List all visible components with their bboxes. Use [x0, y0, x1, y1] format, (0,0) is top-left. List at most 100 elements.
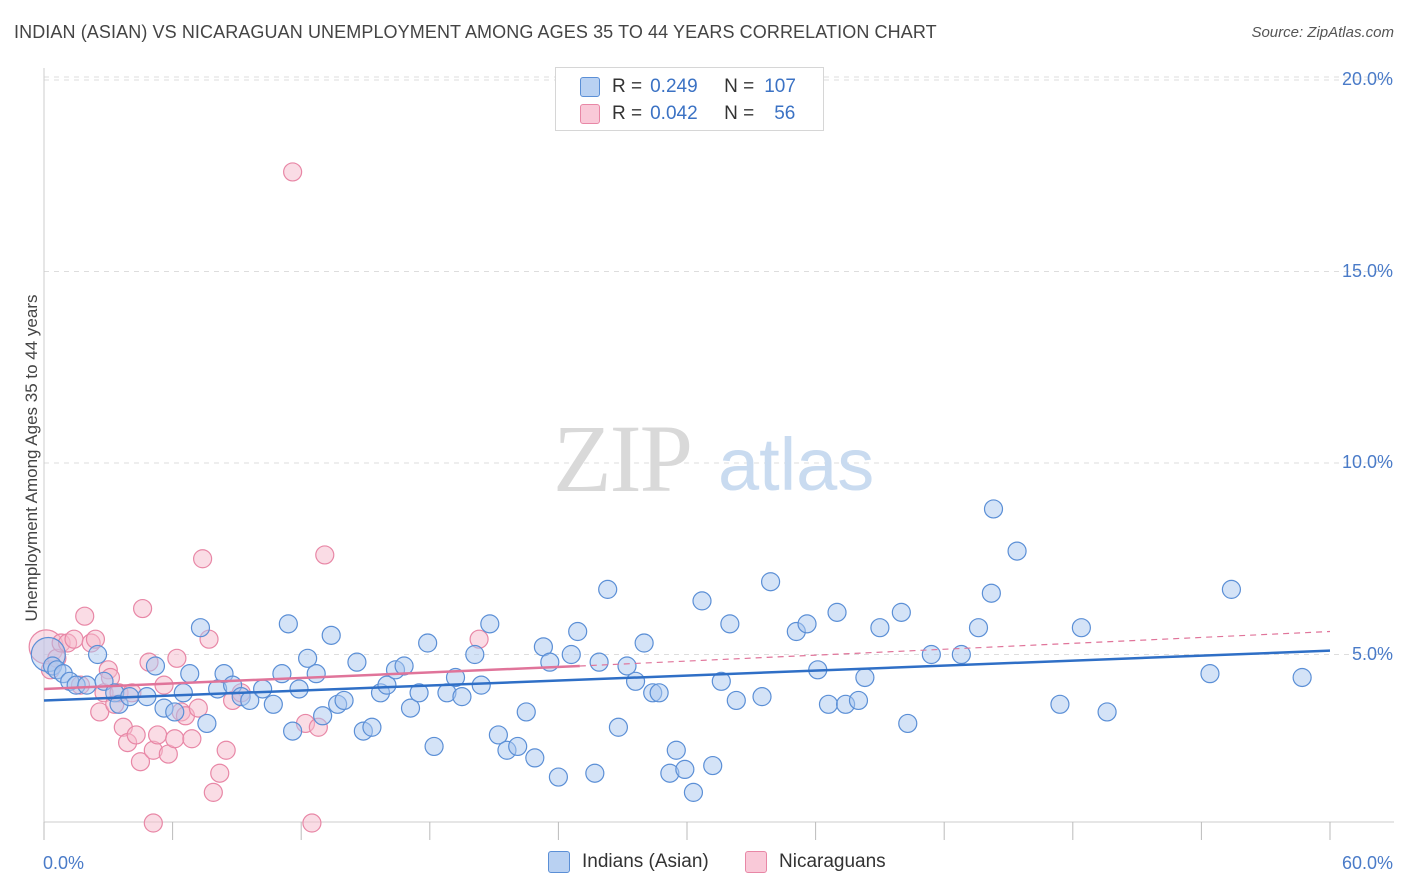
data-point: [848, 690, 869, 711]
data-point: [126, 725, 146, 745]
data-point: [634, 633, 654, 653]
data-point: [216, 740, 236, 760]
y-axis-label: Unemployment Among Ages 35 to 44 years: [22, 294, 41, 622]
data-point: [561, 644, 581, 665]
series-indians-asian: [30, 499, 1312, 802]
r-value: 0.249: [650, 76, 698, 97]
data-point: [525, 748, 545, 768]
data-point: [692, 591, 712, 611]
data-point: [951, 644, 971, 665]
watermark: ZIP atlas: [553, 405, 874, 512]
data-point: [302, 813, 322, 833]
data-point: [1221, 579, 1242, 599]
data-point: [409, 683, 429, 703]
data-point: [760, 572, 781, 592]
n-value: 56: [774, 103, 796, 124]
data-point: [968, 618, 989, 638]
data-point: [283, 162, 303, 182]
n-value: 107: [764, 76, 796, 97]
data-point: [921, 644, 941, 665]
data-point: [165, 729, 185, 749]
data-point: [752, 687, 772, 707]
r-label: R =: [612, 76, 643, 97]
watermark-atlas: atlas: [718, 423, 874, 506]
data-point: [488, 725, 508, 745]
data-point: [683, 782, 704, 802]
data-point: [649, 683, 669, 703]
data-point: [898, 713, 918, 734]
data-point: [891, 602, 911, 622]
legend-label-indians: Indians (Asian): [582, 851, 709, 872]
data-point: [471, 675, 491, 695]
axes: [43, 68, 1394, 823]
data-point: [720, 614, 740, 634]
data-point: [617, 656, 637, 676]
data-point: [77, 675, 97, 695]
data-point: [132, 598, 153, 619]
data-point: [452, 687, 472, 707]
data-point: [818, 694, 839, 714]
data-point: [1007, 541, 1027, 561]
data-point: [870, 618, 890, 638]
data-point: [298, 648, 318, 668]
blue-swatch: [580, 77, 600, 97]
data-point: [165, 702, 185, 722]
data-point: [1071, 618, 1091, 638]
data-point: [726, 690, 746, 711]
data-point: [203, 782, 223, 802]
data-point: [87, 644, 108, 665]
data-point: [180, 664, 200, 684]
trend-line-indians: [43, 649, 1331, 702]
data-point: [400, 698, 421, 718]
data-point: [377, 675, 397, 695]
y-tick-label: 15.0%: [1341, 260, 1393, 281]
data-point: [508, 736, 528, 757]
data-point: [548, 767, 569, 787]
data-point: [465, 644, 485, 665]
stats-row-nicaraguans: R = 0.042 N = 56: [580, 101, 795, 127]
data-point: [347, 652, 367, 672]
y-tick-label: 10.0%: [1341, 452, 1393, 472]
n-label: N =: [724, 76, 755, 97]
trend-line-nicaraguans: [43, 664, 580, 691]
data-point: [855, 667, 875, 688]
series-nicaraguans: [28, 162, 489, 833]
legend-label-nicaraguans: Nicaraguans: [779, 851, 886, 872]
data-point: [1292, 667, 1312, 688]
data-point: [445, 667, 466, 688]
blue-swatch: [548, 851, 570, 873]
legend-item-indians: Indians (Asian): [548, 851, 709, 873]
data-point: [321, 625, 341, 645]
data-point: [1200, 664, 1220, 684]
data-point: [197, 713, 217, 734]
r-label: R =: [612, 103, 643, 124]
trend-lines: [43, 630, 1331, 702]
data-point: [193, 549, 213, 569]
data-point: [703, 755, 723, 776]
series-legend: Indians (Asian) Nicaraguans: [0, 851, 1406, 877]
data-point: [313, 706, 333, 726]
data-point: [418, 633, 438, 653]
data-point: [568, 621, 588, 642]
pink-swatch: [745, 851, 767, 873]
data-point: [283, 721, 303, 741]
data-point: [90, 702, 110, 722]
trend-line-nicaraguans-extension: [579, 630, 1331, 667]
data-point: [625, 671, 646, 691]
data-point: [797, 614, 817, 634]
data-point: [608, 717, 629, 737]
data-point: [711, 671, 731, 691]
data-point: [182, 729, 202, 749]
data-point: [147, 725, 168, 745]
pink-swatch: [580, 104, 600, 124]
data-point: [143, 813, 163, 833]
data-point: [589, 652, 609, 672]
data-point: [362, 717, 382, 737]
data-point: [981, 583, 1001, 603]
data-point: [289, 679, 309, 699]
data-point: [1050, 694, 1070, 714]
data-point: [516, 702, 536, 722]
data-point: [190, 618, 211, 638]
data-point: [263, 694, 283, 714]
